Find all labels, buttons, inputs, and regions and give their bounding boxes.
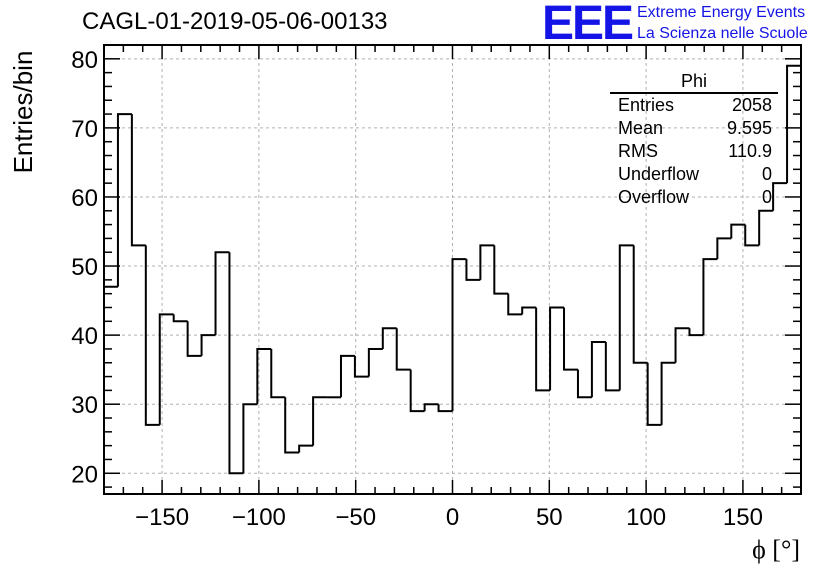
histogram-bin [772, 182, 788, 211]
histogram-bin [758, 209, 774, 246]
histogram-bin [312, 396, 328, 446]
stat-value: 110.9 [728, 141, 772, 161]
x-tick-label: −100 [232, 504, 286, 531]
x-tick-label: 100 [626, 504, 666, 531]
histogram-bin [493, 245, 509, 295]
histogram-bin [702, 258, 718, 336]
y-tick-label: 70 [71, 116, 98, 143]
x-tick-label: 150 [723, 504, 763, 531]
histogram-bin [144, 245, 160, 426]
stat-value: 0 [761, 164, 772, 184]
histogram-bin [437, 404, 453, 413]
histogram-bin [200, 334, 216, 356]
histogram-bin [465, 259, 481, 281]
histogram-bin [214, 251, 230, 336]
y-tick-label: 20 [71, 461, 98, 488]
histogram-bin [535, 307, 551, 392]
stat-label: Underflow [618, 164, 700, 184]
stat-row-entries: Entries 2058 [610, 94, 778, 117]
y-tick-label: 30 [71, 392, 98, 419]
histogram-bin [158, 313, 174, 425]
histogram-bin [646, 362, 662, 426]
y-tick-label: 40 [71, 323, 98, 350]
histogram-bin [353, 355, 369, 378]
eee-logo: EEE [542, 0, 634, 50]
histogram-bin [130, 114, 146, 247]
histogram-bin [186, 321, 202, 357]
stat-row-mean: Mean 9.595 [610, 117, 778, 140]
histogram-bin [395, 328, 411, 371]
histogram-bin [549, 306, 565, 391]
histogram-bin [172, 314, 188, 323]
histogram-bin [284, 397, 300, 454]
histogram-bin [381, 327, 397, 349]
x-tick-label: 50 [536, 504, 563, 531]
histogram-bin [228, 252, 244, 475]
stat-value: 0 [761, 187, 772, 207]
histogram-bin [367, 347, 383, 377]
y-tick-label: 60 [71, 185, 98, 212]
histogram-bin [688, 328, 704, 337]
stats-title: Phi [610, 70, 778, 94]
histogram-bin [507, 293, 523, 316]
histogram-bin [479, 244, 495, 280]
histogram-bin [270, 348, 286, 399]
stat-row-overflow: Overflow 0 [610, 186, 778, 209]
histogram-bin [451, 258, 467, 412]
histogram-bin [786, 64, 801, 184]
histogram-bin [716, 237, 732, 260]
histogram-bin [618, 244, 634, 391]
histogram-bin [590, 341, 606, 398]
stat-label: Overflow [618, 187, 690, 207]
stat-value: 9.595 [726, 118, 772, 138]
tick-labels: −150 −100 −50 0 50 100 150 20 30 40 50 60 70 80 [71, 47, 763, 531]
stats-box: Phi Entries 2058 Mean 9.595 RMS 110.9 Un… [610, 70, 778, 209]
histogram-bin [563, 307, 578, 371]
chart-title: CAGL-01-2019-05-06-00133 [82, 8, 388, 35]
x-tick-label: −50 [335, 504, 376, 531]
y-tick-label: 80 [71, 47, 98, 74]
histogram-bin [103, 285, 118, 494]
stat-label: Mean [618, 118, 664, 138]
histogram-bin [730, 223, 746, 239]
stat-label: RMS [618, 141, 658, 161]
histogram-bins [103, 64, 801, 494]
histogram-bin [116, 113, 132, 287]
histogram-bin [660, 361, 676, 425]
histogram-bin [744, 224, 760, 247]
histogram-bin [298, 444, 314, 453]
histogram-bin [674, 327, 690, 363]
stat-row-rms: RMS 110.9 [610, 140, 778, 163]
histogram-bin [521, 306, 537, 315]
y-tick-label: 50 [71, 254, 98, 281]
stat-label: Entries [618, 95, 675, 115]
logo-subtitle-line1: Extreme Energy Events [637, 4, 806, 21]
histogram-bin [242, 403, 258, 474]
histogram-bin [423, 403, 439, 412]
x-axis-label: ϕ [°] [752, 535, 800, 564]
x-tick-label: −150 [135, 504, 189, 531]
histogram-bin [339, 354, 355, 398]
histogram-bin [409, 369, 425, 413]
logo-subtitle-line2: La Scienza nelle Scuole [637, 25, 808, 42]
histogram-bin [576, 369, 592, 399]
y-axis-label: Entries/bin [8, 51, 38, 174]
stat-value: 2058 [731, 95, 772, 115]
stat-row-underflow: Underflow 0 [610, 163, 778, 186]
histogram-bin [632, 245, 648, 364]
histogram-bin [256, 347, 272, 405]
histogram-bin [604, 342, 620, 392]
x-tick-label: 0 [446, 504, 459, 531]
